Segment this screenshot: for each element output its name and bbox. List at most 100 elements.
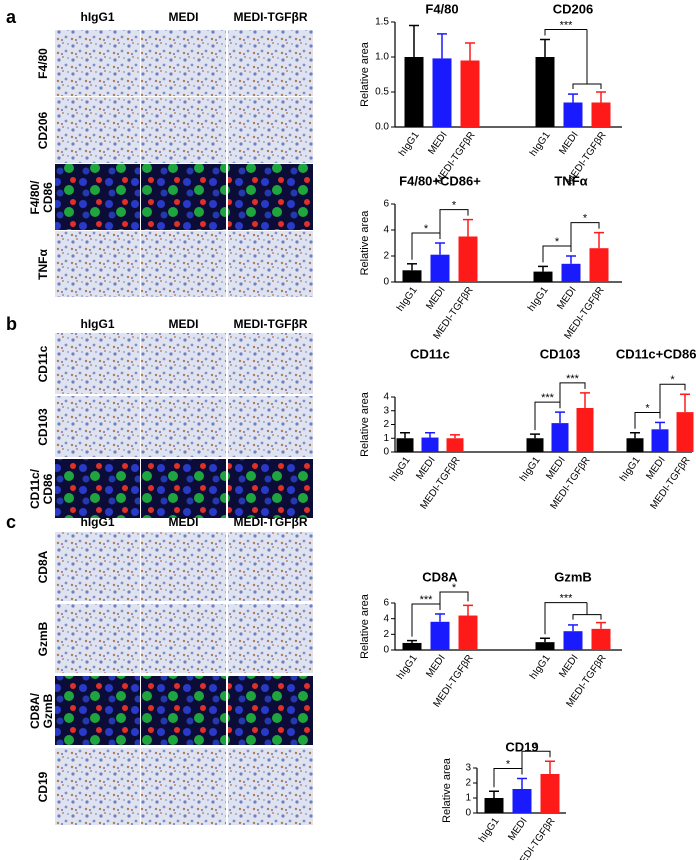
micrograph: [228, 30, 313, 96]
bar: [458, 615, 478, 650]
micrograph: [141, 97, 226, 163]
y-tick-label: 2: [383, 629, 389, 640]
bar: [533, 271, 553, 282]
y-tick-label: 6: [383, 598, 389, 609]
bar: [512, 789, 532, 813]
chart-title: F4/80+CD86+: [399, 173, 481, 188]
row-label: CD206: [36, 112, 50, 150]
y-axis-label: Relative area: [441, 757, 453, 823]
x-tick-label: hIgG1: [395, 653, 420, 682]
column-header: MEDI: [169, 10, 199, 24]
significance-label: ***: [541, 392, 555, 404]
row-label: CD86: [41, 182, 55, 213]
x-tick-label: MEDI: [557, 130, 580, 157]
micrograph: [55, 748, 140, 825]
significance-label: *: [645, 402, 650, 414]
x-tick-label: MEDI: [426, 130, 449, 157]
chart-title: GzmB: [554, 569, 592, 584]
bar: [676, 412, 694, 452]
x-tick-label: hIgG1: [388, 455, 413, 484]
y-tick-label: 2: [383, 251, 389, 262]
column-header: MEDI: [169, 515, 199, 529]
x-tick-label: hIgG1: [526, 285, 551, 314]
significance-bracket: [544, 602, 602, 635]
x-tick-label: MEDI: [506, 816, 529, 843]
micrograph: [141, 604, 226, 673]
x-tick-label: hIgG1: [528, 653, 553, 682]
micrograph: [228, 748, 313, 825]
x-tick-label: hIgG1: [518, 455, 543, 484]
column-header: MEDI-TGFβR: [234, 515, 308, 529]
bar: [526, 438, 544, 452]
y-tick-label: 6: [383, 199, 389, 210]
micrograph: [55, 231, 140, 297]
bar: [535, 57, 555, 127]
row-label: CD86: [41, 473, 55, 504]
micrograph: [228, 231, 313, 297]
panel-label: c: [6, 512, 16, 532]
column-header: hIgG1: [80, 515, 114, 529]
row-label: TNFα: [36, 249, 50, 280]
bar: [484, 798, 504, 813]
significance-label: ***: [566, 373, 580, 385]
bar: [396, 438, 414, 452]
micrograph: [141, 396, 226, 457]
bar: [576, 408, 594, 452]
bar: [540, 774, 560, 813]
row-label: CD11c/: [28, 468, 42, 509]
bar: [421, 437, 439, 452]
bar: [563, 102, 583, 127]
chart-title: CD8A: [422, 569, 458, 584]
y-tick-label: 0: [383, 447, 389, 458]
significance-bracket: [659, 383, 686, 419]
micrograph: [228, 333, 313, 394]
chart-title: CD103: [540, 346, 580, 361]
micrograph: [55, 97, 140, 163]
bar: [561, 263, 581, 282]
y-tick-label: 3: [383, 405, 389, 416]
y-tick-label: 0: [383, 277, 389, 288]
chart-title: CD11c+CD86+: [616, 346, 696, 361]
bar: [446, 438, 464, 452]
micrograph: [55, 676, 140, 745]
row-label: CD8A: [36, 550, 50, 583]
y-tick-label: 4: [383, 613, 389, 624]
micrograph: [141, 532, 226, 601]
row-label: CD103: [36, 408, 50, 446]
micrograph: [228, 459, 313, 518]
y-tick-label: 3: [465, 763, 471, 774]
micrograph: [228, 676, 313, 745]
x-tick-label: MEDI: [424, 653, 447, 680]
y-tick-label: 1.5: [375, 17, 389, 28]
significance-label: *: [670, 374, 675, 386]
row-label: CD11c: [36, 345, 50, 382]
y-tick-label: 0: [383, 645, 389, 656]
significance-bracket: [439, 209, 469, 239]
bar: [535, 642, 555, 650]
chart-title: F4/80: [425, 1, 458, 16]
column-header: hIgG1: [80, 317, 114, 331]
bar: [458, 236, 478, 282]
micrograph: [141, 676, 226, 745]
y-tick-label: 2: [383, 419, 389, 430]
bar: [432, 58, 452, 127]
x-tick-label: hIgG1: [395, 285, 420, 314]
significance-bracket: [634, 411, 661, 429]
chart-title: CD11c: [410, 346, 450, 361]
significance-bracket: [570, 222, 600, 252]
bar: [430, 621, 450, 650]
y-axis-label: Relative area: [359, 210, 371, 276]
micrograph: [228, 396, 313, 457]
significance-label: ***: [420, 594, 434, 606]
chart-title: CD19: [505, 739, 538, 754]
significance-bracket: [542, 245, 572, 263]
micrograph: [55, 333, 140, 394]
x-tick-label: hIgG1: [477, 816, 502, 845]
bar: [402, 642, 422, 650]
micrograph: [228, 532, 313, 601]
bar: [551, 423, 569, 452]
y-tick-label: 4: [383, 392, 389, 403]
micrograph: [228, 604, 313, 673]
micrograph: [141, 459, 226, 518]
row-label: CD19: [36, 771, 50, 802]
